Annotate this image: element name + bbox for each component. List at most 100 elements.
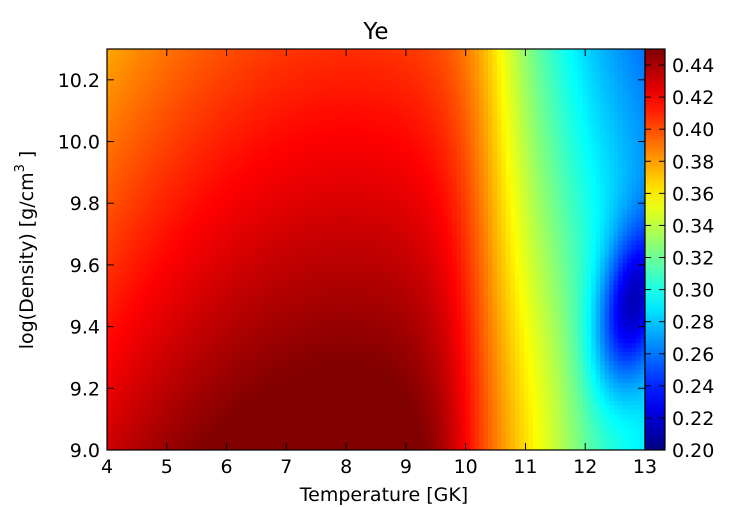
field-cell (259, 204, 265, 210)
field-cell (214, 240, 220, 246)
field-cell (304, 75, 310, 81)
field-cell (174, 334, 180, 340)
field-cell (214, 187, 220, 193)
field-cell (326, 231, 332, 237)
field-cell (272, 418, 278, 424)
field-cell (344, 98, 350, 104)
field-cell (308, 316, 314, 322)
field-cell (120, 432, 126, 438)
field-cell (295, 218, 301, 224)
field-cell (304, 84, 310, 90)
field-cell (281, 285, 287, 291)
field-cell (223, 271, 229, 277)
field-cell (335, 173, 341, 179)
field-cell (142, 280, 148, 286)
field-cell (205, 173, 211, 179)
field-cell (344, 289, 350, 295)
field-cell (353, 187, 359, 193)
field-cell (111, 129, 117, 135)
field-cell (151, 392, 157, 398)
field-cell (272, 173, 278, 179)
field-cell (187, 124, 193, 130)
field-cell (129, 173, 135, 179)
field-cell (349, 227, 355, 233)
field-cell (299, 441, 305, 447)
field-cell (205, 98, 211, 104)
field-cell (268, 427, 274, 433)
field-cell (201, 236, 207, 242)
field-cell (340, 414, 346, 420)
field-cell (210, 347, 216, 353)
field-cell (124, 378, 131, 384)
field-cell (317, 178, 323, 184)
field-cell (344, 249, 350, 255)
field-cell (214, 53, 220, 59)
field-cell (165, 351, 171, 358)
field-cell (151, 334, 157, 340)
field-cell (241, 231, 247, 237)
field-cell (219, 392, 225, 398)
field-cell (281, 98, 287, 104)
field-cell (165, 106, 171, 112)
field-cell (286, 187, 292, 193)
field-cell (241, 133, 247, 139)
field-cell (223, 66, 229, 72)
field-cell (299, 400, 305, 407)
field-cell (245, 253, 252, 260)
field-cell (219, 400, 225, 407)
field-cell (174, 75, 180, 81)
field-cell (151, 387, 157, 393)
field-cell (250, 334, 256, 340)
field-cell (147, 71, 153, 77)
field-cell (277, 106, 283, 112)
field-cell (259, 200, 265, 206)
field-cell (286, 75, 292, 81)
field-cell (295, 307, 301, 313)
field-cell (138, 147, 144, 153)
field-cell (326, 285, 332, 291)
field-cell (237, 432, 243, 438)
field-cell (290, 294, 296, 300)
field-cell (147, 151, 153, 157)
field-cell (133, 356, 139, 362)
field-cell (142, 311, 148, 317)
field-cell (268, 160, 274, 166)
field-cell (111, 218, 117, 224)
field-cell (326, 320, 332, 326)
field-cell (129, 285, 135, 291)
field-cell (281, 409, 287, 415)
field-cell (326, 298, 332, 304)
field-cell (147, 276, 153, 282)
field-cell (178, 302, 184, 309)
field-cell (124, 124, 131, 130)
field-cell (151, 307, 157, 313)
field-cell (124, 253, 131, 260)
field-cell (165, 302, 171, 309)
field-cell (156, 253, 162, 260)
field-cell (295, 316, 301, 322)
field-cell (174, 93, 180, 99)
field-cell (223, 62, 229, 68)
field-cell (237, 160, 243, 166)
field-cell (313, 267, 319, 273)
field-cell (308, 276, 314, 282)
field-cell (232, 236, 238, 242)
field-cell (326, 227, 332, 233)
field-cell (138, 89, 144, 95)
field-cell (151, 418, 157, 424)
field-cell (205, 285, 211, 291)
field-cell (304, 151, 310, 157)
field-cell (232, 160, 238, 166)
field-cell (156, 334, 162, 340)
field-cell (201, 262, 207, 268)
field-cell (268, 325, 274, 331)
field-cell (111, 334, 117, 340)
field-cell (133, 155, 139, 161)
field-cell (241, 271, 247, 277)
field-cell (272, 147, 278, 153)
field-cell (133, 245, 139, 251)
field-cell (237, 441, 243, 447)
field-cell (174, 400, 180, 407)
field-cell (196, 66, 202, 72)
field-cell (245, 280, 252, 286)
